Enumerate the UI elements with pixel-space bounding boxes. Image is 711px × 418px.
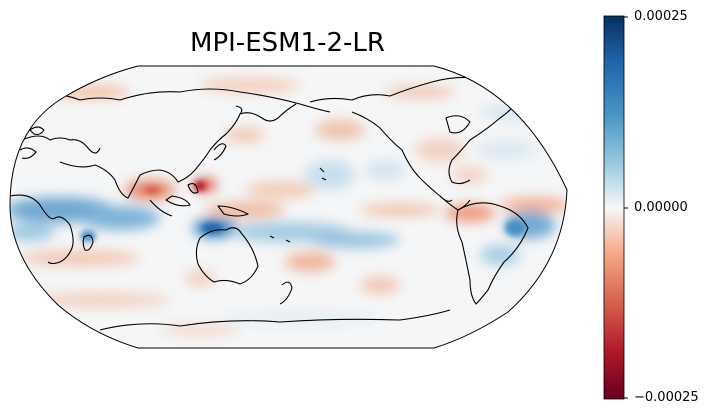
anomaly-field xyxy=(0,60,580,355)
colorbar-label-min: −0.00025 xyxy=(634,391,699,405)
colorbar-label-mid: 0.00000 xyxy=(634,201,688,215)
colorbar xyxy=(604,16,624,399)
colorbar-label-max: 0.00025 xyxy=(634,10,688,24)
